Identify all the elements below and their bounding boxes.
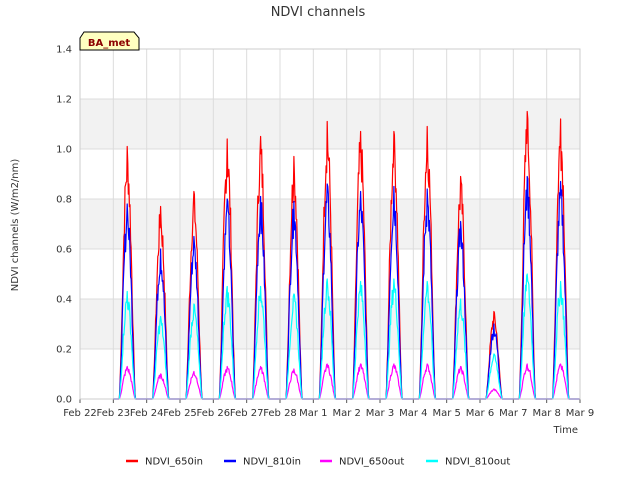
x-tick-label: Feb 25 [163, 408, 197, 419]
x-tick-label: Mar 4 [399, 408, 427, 419]
y-tick-label: 1.0 [56, 145, 72, 156]
x-tick-label: Mar 2 [332, 408, 360, 419]
y-axis-title: NDVI channels (W/m2/nm) [10, 159, 21, 292]
x-tick-label: Feb 26 [197, 408, 231, 419]
x-axis-title: Time [553, 425, 578, 436]
y-tick-label: 0.2 [56, 345, 72, 356]
x-tick-label: Mar 3 [366, 408, 394, 419]
badge-box [79, 31, 140, 51]
x-tick-label: Mar 6 [466, 408, 494, 419]
site-badge: BA_met [79, 31, 140, 51]
legend-label: NDVI_810in [243, 457, 301, 468]
x-tick-label: Feb 22 [63, 408, 97, 419]
x-tick-label: Mar 1 [299, 408, 327, 419]
y-tick-label: 1.4 [56, 45, 72, 56]
x-tick-label: Feb 24 [130, 408, 164, 419]
y-tick-label: 0.0 [56, 395, 72, 406]
x-tick-label: Mar 9 [566, 408, 594, 419]
x-tick-label: Mar 8 [532, 408, 560, 419]
plot-band [80, 99, 580, 149]
legend-label: NDVI_810out [445, 457, 510, 468]
x-tick-label: Feb 28 [263, 408, 297, 419]
legend-label: NDVI_650out [339, 457, 404, 468]
y-tick-label: 0.8 [56, 195, 72, 206]
badge-label: BA_met [88, 38, 131, 49]
legend-label: NDVI_650in [145, 457, 203, 468]
plot-frame [79, 48, 581, 400]
legend: NDVI_650in NDVI_810in NDVI_650out NDVI_810o… [126, 457, 510, 468]
y-tick-label: 0.4 [56, 295, 72, 306]
x-tick-label: Mar 7 [499, 408, 527, 419]
y-tick-label: 1.2 [56, 95, 72, 106]
x-tick-label: Feb 23 [97, 408, 131, 419]
x-tick-label: Feb 27 [230, 408, 264, 419]
chart-title: NDVI channels [271, 5, 366, 20]
x-tick-label: Mar 5 [432, 408, 460, 419]
y-tick-label: 0.6 [56, 245, 72, 256]
